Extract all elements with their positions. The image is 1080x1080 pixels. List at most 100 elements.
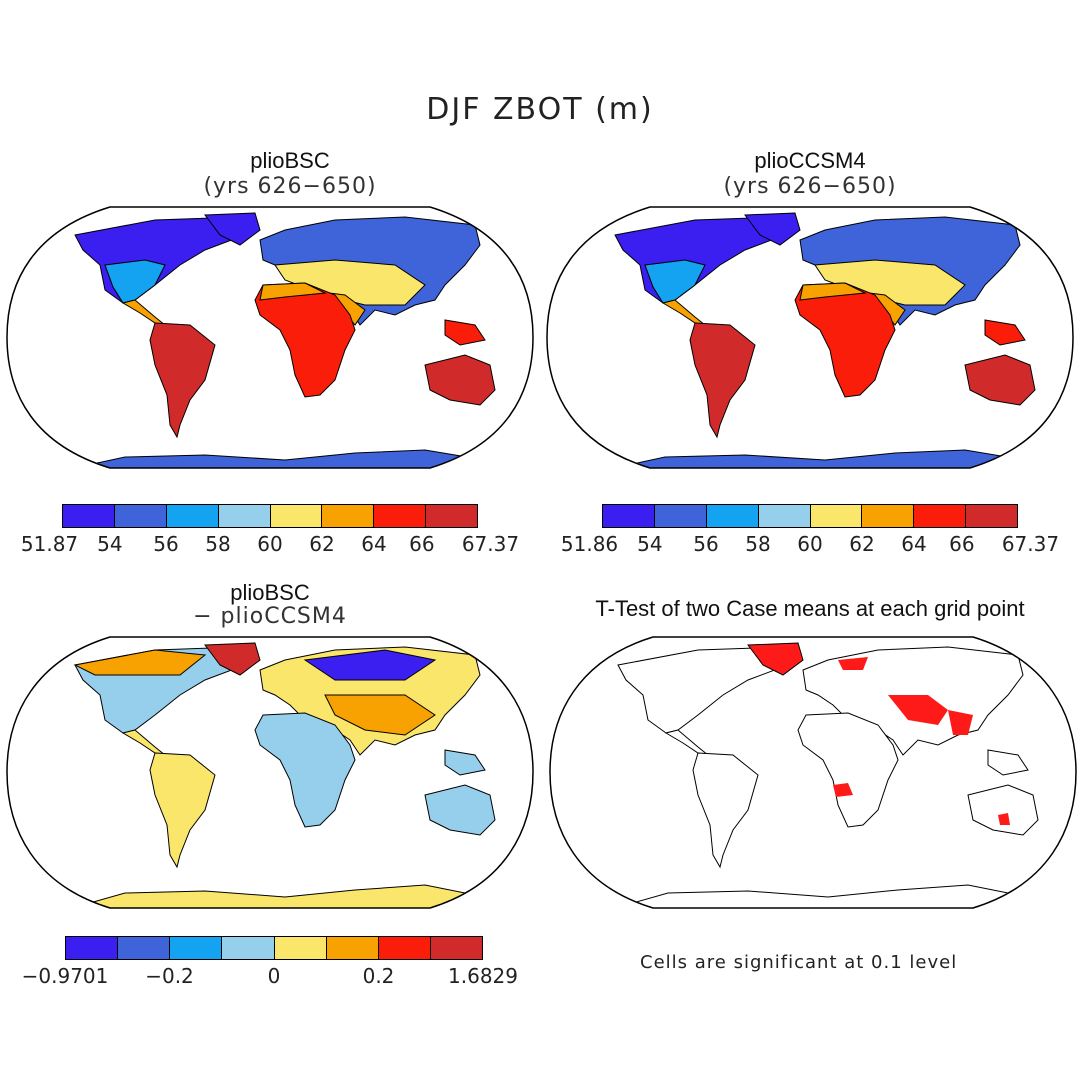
colorbar-tick-label: 56 (693, 532, 719, 556)
continent-south-america (689, 322, 756, 439)
colorbar-tick-label: 66 (409, 532, 435, 556)
colorbar-tick-label: 64 (901, 532, 927, 556)
continent-australia-diff (424, 784, 496, 836)
colorbar-tick-label: 62 (309, 532, 335, 556)
panel-2-subtitle: (yrs 626−650) (723, 174, 897, 199)
colorbar-swatch (66, 937, 119, 959)
significance-note: Cells are significant at 0.1 level (640, 952, 958, 973)
colorbar-tick-label: −0.9701 (21, 964, 109, 988)
colorbar-swatch (374, 505, 427, 527)
colorbar-tick-label: 1.6829 (448, 964, 518, 988)
colorbar-tick-label: 67.37 (1001, 532, 1060, 556)
colorbar-swatch (430, 937, 482, 959)
colorbar-tick-label: 66 (949, 532, 975, 556)
colorbar-swatch (862, 505, 915, 527)
continent-central-asia-diff (324, 694, 436, 736)
continent-central-america (661, 299, 706, 326)
colorbar-swatch (758, 505, 811, 527)
continent-south-america-diff (149, 752, 216, 869)
colorbar-swatch (166, 505, 219, 527)
continent-south-america-outline (692, 752, 759, 869)
colorbar-swatch (218, 505, 271, 527)
colorbar-tick-label: 51.87 (20, 532, 79, 556)
significant-east-asia (948, 710, 973, 735)
colorbar-tick-label: 58 (205, 532, 231, 556)
continent-southeast-asia-outline (987, 749, 1029, 776)
colorbar-swatch (326, 937, 379, 959)
continent-central-america-outline (664, 729, 709, 756)
continent-australia (964, 354, 1036, 406)
colorbar-swatch (114, 505, 167, 527)
colorbar-bsc-ticks: 51.87 54 56 58 60 62 64 66 67.37 (21, 532, 519, 556)
panel-3-title: plioBSC (230, 580, 310, 605)
continent-africa-diff (254, 712, 356, 828)
continent-north-america-mid (644, 259, 706, 304)
colorbar-ccsm4-ticks: 51.86 54 56 58 60 62 64 66 67.37 (561, 532, 1059, 556)
colorbar-swatch (118, 937, 171, 959)
colorbar-difference-ticks: −0.9701 −0.2 0 0.2 1.6829 (22, 964, 518, 988)
map-panel-ccsm4 (546, 206, 1074, 469)
continent-africa-outline (797, 712, 899, 828)
continent-antarctica-diff (64, 884, 507, 908)
colorbar-swatch (322, 505, 375, 527)
colorbar-tick-label: 0.2 (362, 964, 395, 988)
continent-antarctica-outline (607, 884, 1050, 908)
colorbar-tick-label: 0 (267, 964, 281, 988)
significant-scandinavia (838, 657, 868, 670)
colorbar-tick-label: 51.86 (560, 532, 619, 556)
continent-central-america-diff (121, 729, 166, 756)
colorbar-tick-label: 56 (153, 532, 179, 556)
colorbar-tick-label: −0.2 (145, 964, 194, 988)
colorbar-tick-label: 64 (361, 532, 387, 556)
colorbar-tick-label: 54 (97, 532, 123, 556)
colorbar-bsc (62, 504, 478, 528)
colorbar-difference (65, 936, 483, 960)
colorbar-tick-label: 54 (637, 532, 663, 556)
panel-1-title: plioBSC (250, 148, 330, 173)
map-panel-difference (6, 636, 534, 909)
colorbar-tick-label: 60 (797, 532, 823, 556)
panel-4-title: T-Test of two Case means at each grid po… (595, 596, 1025, 621)
continent-antarctica (64, 449, 506, 468)
colorbar-tick-label: 67.37 (461, 532, 520, 556)
continent-south-america (149, 322, 216, 439)
colorbar-swatch (63, 505, 115, 527)
continent-australia (424, 354, 496, 406)
colorbar-tick-label: 58 (745, 532, 771, 556)
continent-north-africa (799, 282, 867, 301)
colorbar-swatch (706, 505, 759, 527)
colorbar-tick-label: 62 (849, 532, 875, 556)
colorbar-swatch (170, 937, 223, 959)
map-panel-bsc (6, 206, 534, 469)
continent-southeast-asia (984, 319, 1026, 346)
colorbar-swatch (222, 937, 275, 959)
significant-central-asia (888, 695, 948, 725)
colorbar-tick-label: 60 (257, 532, 283, 556)
continent-southeast-asia-diff (444, 749, 486, 776)
panel-3-subtitle: − plioCCSM4 (193, 604, 347, 629)
continent-greenland (204, 212, 261, 246)
colorbar-swatch (966, 505, 1017, 527)
continent-siberia-diff (303, 649, 437, 681)
significant-greenland (747, 642, 804, 676)
continent-antarctica (604, 449, 1046, 468)
colorbar-swatch (274, 937, 327, 959)
colorbar-ccsm4 (602, 504, 1018, 528)
figure-title: DJF ZBOT (m) (426, 92, 654, 127)
significant-southern-africa (833, 783, 853, 797)
continent-greenland-diff (204, 642, 261, 676)
continent-central-america (121, 299, 166, 326)
continent-africa (254, 282, 356, 398)
colorbar-swatch (654, 505, 707, 527)
panel-2-title: plioCCSM4 (754, 148, 866, 173)
colorbar-swatch (914, 505, 967, 527)
colorbar-swatch (378, 937, 431, 959)
continent-southeast-asia (444, 319, 486, 346)
continent-australia-outline (967, 784, 1039, 836)
colorbar-swatch (270, 505, 323, 527)
panel-1-subtitle: (yrs 626−650) (203, 174, 377, 199)
significant-australia (998, 813, 1010, 825)
map-panel-ttest (549, 636, 1077, 909)
colorbar-swatch (603, 505, 655, 527)
continent-north-africa (259, 282, 327, 301)
